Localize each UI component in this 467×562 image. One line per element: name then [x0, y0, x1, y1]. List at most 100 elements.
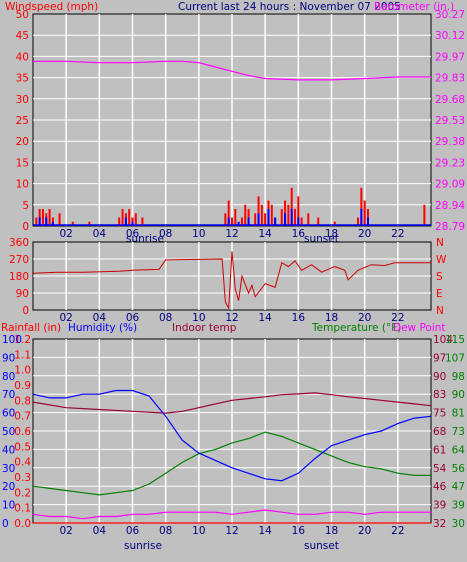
gust-bar [38, 217, 41, 226]
y-tick-label: 70 [2, 389, 15, 401]
indoor-temp-line [32, 392, 432, 414]
barometer-line [33, 60, 431, 81]
wind-bar [307, 213, 310, 226]
wind-bar [38, 209, 41, 226]
wind-bar [240, 217, 243, 226]
top-x-ticks: 02 04 06 08 10 12 14 16 18 20 22 [59, 228, 404, 240]
gust-bar [257, 213, 260, 226]
y-tick-label: 68 [433, 426, 446, 438]
y-tick-label: 75 [433, 408, 446, 420]
y-tick-label: 56 [452, 463, 466, 475]
y-tick-label: 80 [2, 371, 15, 383]
gust-bar [290, 209, 293, 226]
y-tick-label: 50 [2, 426, 15, 438]
y-tick-label: 1.2 [14, 334, 31, 346]
wind-bar [357, 217, 360, 226]
y-tick-label: 28.94 [435, 200, 465, 212]
y-tick-label: 47 [452, 481, 465, 493]
y-tick-label: 1.0 [14, 365, 31, 377]
x-tick-label: 20 [358, 228, 371, 240]
y-tick-label: 30 [2, 463, 15, 475]
y-tick-label: 32 [433, 518, 446, 530]
y-tick-label: 5 [22, 200, 29, 212]
wind-bar [363, 200, 366, 226]
humidity-label: Humidity (%) [68, 322, 137, 334]
wind-bar [254, 213, 257, 226]
temperature-ticks: 30 39 47 56 64 73 81 90 98 107 115 [445, 334, 465, 530]
wind-bar [121, 209, 124, 226]
temperature-label: Temperature (°F) [311, 322, 401, 334]
x-tick-label: 06 [126, 228, 140, 240]
wind-bar [360, 187, 363, 226]
y-tick-label: 0.5 [14, 441, 31, 453]
y-tick-label: 50 [16, 9, 29, 21]
wind-bar [317, 217, 320, 226]
y-tick-label: E [436, 288, 443, 300]
y-tick-label: 83 [433, 389, 446, 401]
gust-bars [33, 209, 431, 226]
y-tick-label: 90 [452, 389, 465, 401]
gust-bar [237, 221, 240, 226]
wind-bar [297, 196, 300, 226]
wind-bar [224, 213, 227, 226]
wind-bar [280, 209, 283, 226]
top-panel: 0 5 10 15 20 25 30 35 40 45 50 28.79 28.94 29.09 29.2… [5, 1, 465, 245]
gust-bar [51, 221, 54, 226]
y-tick-label: 39 [452, 500, 465, 512]
x-tick-label: 20 [358, 312, 371, 324]
gust-bar [366, 217, 369, 226]
y-tick-label: 20 [16, 136, 29, 148]
y-tick-label: 54 [433, 463, 447, 475]
y-tick-label: 90 [2, 352, 15, 364]
x-tick-label: 16 [292, 525, 306, 537]
temperature-line [32, 431, 431, 496]
x-tick-label: 12 [225, 228, 238, 240]
wind-bar [247, 209, 250, 226]
x-tick-label: 22 [391, 312, 404, 324]
x-tick-label: 16 [292, 228, 306, 240]
x-tick-label: 10 [192, 312, 205, 324]
y-tick-label: 104 [433, 334, 453, 346]
wind-bar [244, 204, 247, 226]
mid-left-ticks: 0 90 180 270 360 [9, 237, 29, 317]
y-tick-label: 0.9 [14, 380, 31, 392]
y-tick-label: S [436, 271, 443, 283]
y-tick-label: 60 [2, 408, 15, 420]
y-tick-label: 35 [16, 73, 29, 85]
x-tick-label: 08 [159, 525, 172, 537]
y-tick-label: 29.83 [435, 73, 465, 85]
wind-bar [71, 221, 74, 226]
wind-bar [128, 209, 131, 226]
gust-bar [247, 217, 250, 226]
y-tick-label: 270 [9, 254, 29, 266]
x-tick-label: 02 [59, 228, 72, 240]
wind-bar [366, 209, 369, 226]
gust-bar [360, 209, 363, 226]
y-tick-label: 10 [16, 179, 29, 191]
y-tick-label: 15 [16, 157, 29, 169]
y-tick-label: 30 [16, 94, 29, 106]
wind-bar [290, 187, 293, 226]
x-tick-label: 22 [391, 525, 404, 537]
y-tick-label: 40 [2, 444, 15, 456]
gust-bar [267, 209, 270, 226]
bottom-x-ticks: 02 04 06 08 10 12 14 16 18 20 22 [59, 525, 404, 537]
y-tick-label: 30.27 [435, 9, 465, 21]
y-tick-label: 45 [16, 30, 29, 42]
bottom-sunset-label: sunset [304, 540, 339, 552]
wind-bar [35, 217, 38, 226]
humidity-line [32, 389, 432, 482]
wind-bar [58, 213, 61, 226]
y-tick-label: 29.23 [435, 157, 465, 169]
y-tick-label: 10 [2, 500, 15, 512]
y-tick-label: 0.2 [14, 487, 31, 499]
wind-bar [41, 209, 44, 226]
y-tick-label: 90 [16, 288, 29, 300]
dew-point-label: Dew Point [393, 322, 446, 334]
wind-bar [227, 200, 230, 226]
gust-bar [45, 217, 48, 226]
x-tick-label: 12 [225, 525, 238, 537]
gust-bar [284, 213, 287, 226]
